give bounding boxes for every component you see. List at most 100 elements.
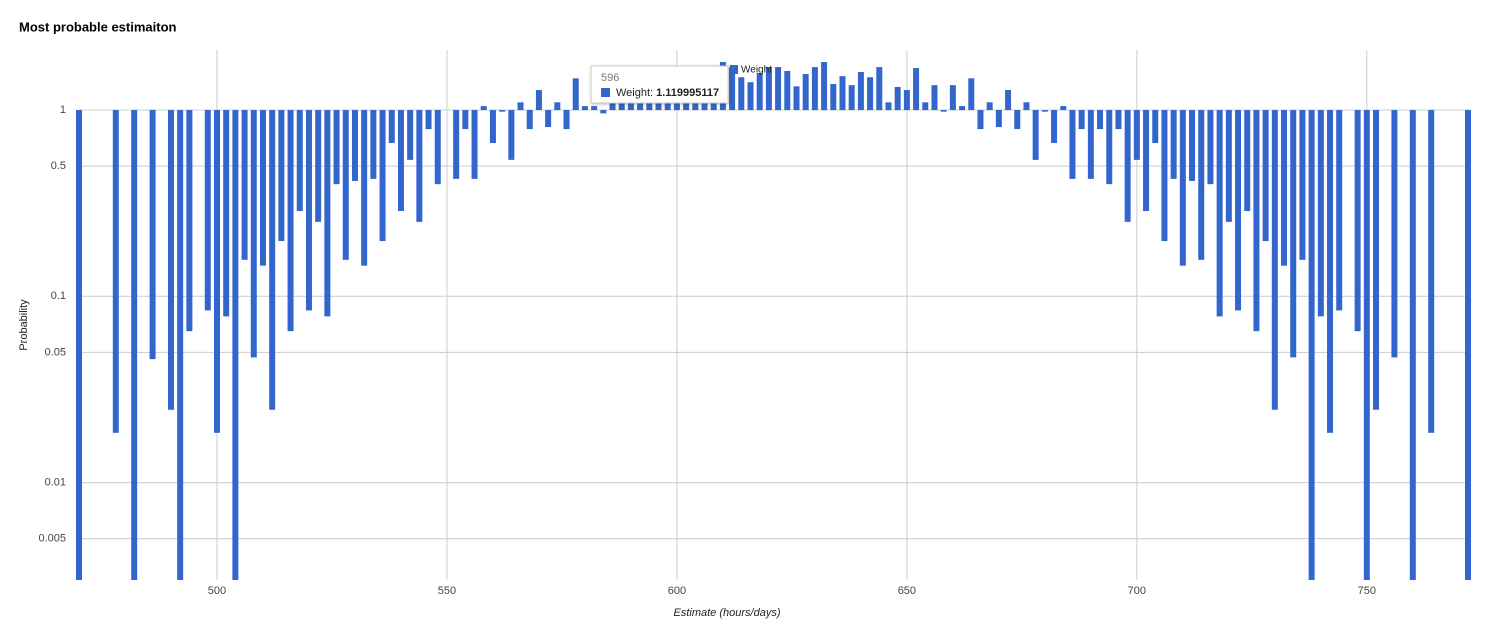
tooltip-title: 596 bbox=[601, 72, 619, 84]
bar bbox=[1235, 110, 1242, 311]
bar bbox=[894, 86, 901, 111]
bar bbox=[876, 67, 883, 111]
bar bbox=[213, 110, 220, 433]
bar bbox=[765, 67, 772, 111]
bar bbox=[581, 106, 588, 111]
bar bbox=[931, 85, 938, 111]
bar bbox=[1115, 110, 1122, 130]
bar bbox=[434, 110, 441, 185]
bar bbox=[1133, 110, 1140, 160]
bar bbox=[177, 110, 184, 580]
bar bbox=[830, 83, 837, 111]
bar bbox=[1179, 110, 1186, 266]
x-axis-label: Estimate (hours/days) bbox=[674, 607, 781, 619]
bar bbox=[729, 67, 736, 111]
bar bbox=[627, 102, 634, 111]
bar bbox=[186, 110, 193, 332]
bar bbox=[517, 102, 524, 111]
bar bbox=[425, 110, 432, 130]
bar bbox=[1106, 110, 1113, 185]
x-tick-label: 650 bbox=[898, 585, 916, 597]
bar bbox=[388, 110, 395, 144]
bar bbox=[747, 82, 754, 111]
bar bbox=[324, 110, 331, 317]
bar bbox=[802, 74, 809, 111]
bar bbox=[1152, 110, 1159, 144]
bar bbox=[591, 106, 598, 111]
bar bbox=[453, 110, 460, 179]
bar bbox=[259, 110, 266, 266]
bar bbox=[1308, 110, 1315, 580]
bar bbox=[959, 106, 966, 111]
bar bbox=[167, 110, 174, 410]
y-axis-label: Probability bbox=[18, 299, 30, 351]
bar bbox=[112, 110, 119, 433]
bar bbox=[287, 110, 294, 332]
bar bbox=[489, 110, 496, 144]
bar bbox=[131, 110, 138, 580]
chart-title: Most probable estimaiton bbox=[19, 19, 177, 34]
bar bbox=[913, 68, 920, 111]
bar bbox=[949, 85, 956, 111]
bar bbox=[545, 110, 552, 128]
bar bbox=[232, 110, 239, 580]
bar bbox=[1060, 106, 1067, 111]
bar bbox=[499, 110, 506, 112]
bar bbox=[821, 62, 828, 111]
bar bbox=[480, 106, 487, 111]
bar bbox=[1253, 110, 1260, 332]
bar bbox=[1069, 110, 1076, 179]
bar bbox=[370, 110, 377, 179]
bar bbox=[1023, 102, 1030, 111]
bar bbox=[710, 102, 717, 111]
bar bbox=[1281, 110, 1288, 266]
tooltip-swatch bbox=[601, 88, 610, 97]
tooltip-box bbox=[590, 65, 729, 104]
bar bbox=[379, 110, 386, 242]
bar bbox=[1391, 110, 1398, 358]
bar bbox=[471, 110, 478, 179]
bar bbox=[637, 102, 644, 111]
bar bbox=[692, 102, 699, 111]
bar bbox=[535, 90, 542, 111]
bar bbox=[416, 110, 423, 222]
bar bbox=[995, 110, 1002, 128]
bar bbox=[756, 73, 763, 111]
x-tick-label: 500 bbox=[208, 585, 226, 597]
bar bbox=[508, 110, 515, 160]
bar bbox=[857, 72, 864, 111]
bar bbox=[1327, 110, 1334, 433]
overlay: Weight 596 Weight: 1.119995117 bbox=[590, 65, 772, 104]
bar bbox=[903, 90, 910, 111]
y-tick-label: 0.05 bbox=[45, 346, 66, 358]
bar bbox=[296, 110, 303, 212]
bar bbox=[1299, 110, 1306, 260]
y-tick-label: 0.01 bbox=[45, 477, 66, 489]
bar bbox=[1005, 90, 1012, 111]
bar bbox=[922, 102, 929, 111]
tooltip-label: Weight: bbox=[616, 87, 653, 99]
y-tick-label: 0.1 bbox=[51, 290, 66, 302]
bar bbox=[305, 110, 312, 311]
bar bbox=[1161, 110, 1168, 242]
bar bbox=[775, 67, 782, 111]
bar bbox=[1336, 110, 1343, 311]
bar bbox=[1198, 110, 1205, 260]
bar bbox=[848, 85, 855, 111]
bar bbox=[1124, 110, 1131, 222]
bar bbox=[1262, 110, 1269, 242]
bar bbox=[1373, 110, 1380, 410]
bar bbox=[361, 110, 368, 266]
bar bbox=[1032, 110, 1039, 160]
bar bbox=[241, 110, 248, 260]
bar bbox=[333, 110, 340, 185]
bar bbox=[1216, 110, 1223, 317]
bar bbox=[609, 102, 616, 111]
bars bbox=[76, 62, 1471, 580]
x-tick-label: 550 bbox=[438, 585, 456, 597]
bar bbox=[572, 78, 579, 111]
bar bbox=[1207, 110, 1214, 185]
tooltip-text: Weight: 1.119995117 bbox=[616, 87, 719, 99]
